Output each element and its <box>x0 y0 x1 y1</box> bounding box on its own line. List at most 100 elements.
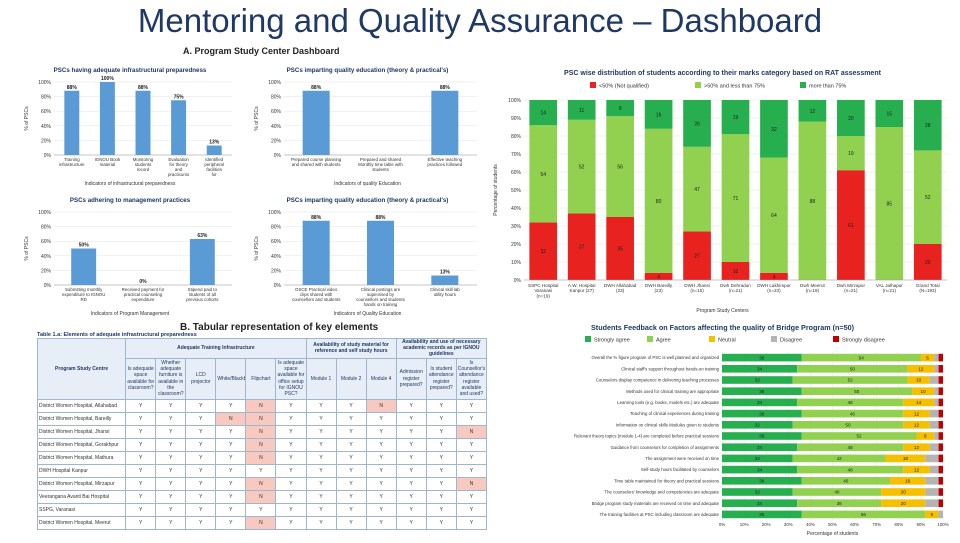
stacked-bar-segment <box>721 262 750 280</box>
bar <box>135 90 151 155</box>
stacked-bar-segment <box>837 100 865 136</box>
x-tick-label: IGNOU Book material <box>95 157 121 167</box>
stacked-bar-segment <box>881 499 926 508</box>
table-cell: Y <box>185 502 217 517</box>
stacked-bar-segment <box>938 454 943 463</box>
data-label: 48 <box>848 400 854 405</box>
data-label: 54 <box>540 172 546 178</box>
legend-label: >50% and less than 75% <box>704 84 765 90</box>
x-tick-label: DWH Jhansi (n=15) <box>684 283 710 293</box>
data-label: 32 <box>755 423 761 428</box>
table-cell: Y <box>185 411 217 426</box>
stacked-bar-segment <box>760 272 788 280</box>
table-cell: Y <box>335 424 367 439</box>
y-tick-label: 60% <box>41 109 52 115</box>
x-tick-label: Dwh Dehradun (n=21) <box>720 283 751 293</box>
table-cell: Y <box>215 424 247 439</box>
y-tick-label: Self-study hours facilitated by counselo… <box>641 467 719 472</box>
table-row: District Women Hospital, Jhansi Y Y Y Y N Y Y Y Y… <box>37 424 487 439</box>
chart-panel-quality-education: PSCs imparting quality education (theory… <box>250 62 485 187</box>
table-cell: Y <box>155 463 187 478</box>
chart-panel-infrastructure: PSCs having adequate infrastructural pre… <box>20 62 240 187</box>
stacked-bar-segment <box>889 476 926 485</box>
table-cell: N <box>365 398 397 413</box>
stacked-bar-segment <box>881 488 926 496</box>
quality-education-2-bar-chart: PSCs imparting quality education (theory… <box>254 197 477 317</box>
legend-swatch <box>800 82 806 88</box>
table-cell: Y <box>395 437 427 452</box>
y-tick-label: The counselors' knowledge and competenci… <box>604 490 719 495</box>
table-row-name: DWH Hospital Kanpur <box>37 463 127 478</box>
data-label: 13% <box>209 140 220 146</box>
data-label: 34 <box>757 501 763 506</box>
stacked-bar-segment <box>934 398 939 407</box>
x-axis-label: Indicators of quality Education <box>334 181 401 187</box>
table-cell: Y <box>305 424 337 439</box>
table-cell: Y <box>365 476 397 491</box>
stacked-bar-segment <box>907 376 930 384</box>
data-label: 100% <box>101 76 114 82</box>
stacked-bar-segment <box>606 116 634 217</box>
table-cell: Y <box>305 515 337 530</box>
table-cell: Y <box>305 437 337 452</box>
data-label: 16 <box>656 112 662 118</box>
table-column-header: LCD projector <box>185 357 217 400</box>
table-cell: N <box>245 398 277 413</box>
x-tick-label: 0% <box>719 522 725 527</box>
x-tick-label: OSCE Practical video clips shared with cou… <box>292 287 341 302</box>
table-cell: Y <box>125 437 157 452</box>
table-cell: Y <box>185 424 217 439</box>
stacked-bar-segment <box>913 244 942 280</box>
stacked-bar-segment <box>797 398 904 407</box>
data-label: 40 <box>843 479 849 484</box>
table-column-header: Module 1 <box>305 357 337 400</box>
bar <box>431 275 459 285</box>
stacked-bar-segment <box>760 100 788 158</box>
y-tick-label: 100% <box>508 98 521 104</box>
stacked-bar-segment <box>875 100 904 127</box>
y-axis-label: % of PSCs <box>24 236 30 261</box>
stacked-bar-segment <box>797 443 904 452</box>
chart-panel-rat-assessment: PSC wise distribution of students accord… <box>490 62 955 314</box>
x-tick-label: Identified peripheral facilities for <box>204 157 224 177</box>
page-title: Mentoring and Quality Assurance – Dashbo… <box>137 2 823 39</box>
stacked-bar-segment <box>875 127 904 280</box>
data-label: 85 <box>887 202 893 208</box>
data-label: 50 <box>854 389 860 394</box>
y-tick-label: 40% <box>41 124 52 130</box>
data-label: 19 <box>733 115 739 121</box>
data-label: 36 <box>759 512 765 517</box>
stacked-bar-segment <box>683 146 711 232</box>
table-row-name: Veerangana Avanti Bai Hospital <box>37 489 127 504</box>
stacked-bar-segment <box>722 398 798 407</box>
data-label: 34 <box>757 445 763 450</box>
stacked-bar-segment <box>606 100 634 117</box>
data-label: 75% <box>174 94 185 100</box>
stacked-bar-segment <box>837 170 865 280</box>
stacked-bar-segment <box>925 476 939 485</box>
table-cell: Y <box>275 463 307 478</box>
y-axis-label: % of PSCs <box>254 106 260 131</box>
stacked-bar-segment <box>529 125 558 223</box>
table-cell: N <box>455 424 487 439</box>
stacked-bar-segment <box>683 231 711 280</box>
table-cell: Y <box>425 450 457 465</box>
table-cell: Y <box>425 476 457 491</box>
y-axis-label: % of PSCs <box>254 236 260 261</box>
data-label: 14 <box>540 111 546 117</box>
table-cell: Y <box>125 476 157 491</box>
table-cell: N <box>245 476 277 491</box>
table-cell: Y <box>125 424 157 439</box>
table-cell: Y <box>125 398 157 413</box>
stacked-bar-segment <box>722 376 793 384</box>
stacked-bar-segment <box>722 476 802 485</box>
chart-panel-management: PSCs adhering to management practices % o… <box>20 192 240 317</box>
table-cell: Y <box>365 502 397 517</box>
data-label: 88 <box>810 199 816 205</box>
table-cell: Y <box>215 476 247 491</box>
table-cell: Y <box>275 476 307 491</box>
stacked-bar-segment <box>885 454 926 463</box>
table-cell: Y <box>245 502 277 517</box>
table-cell: Y <box>455 411 487 426</box>
data-label: 8 <box>924 434 927 439</box>
